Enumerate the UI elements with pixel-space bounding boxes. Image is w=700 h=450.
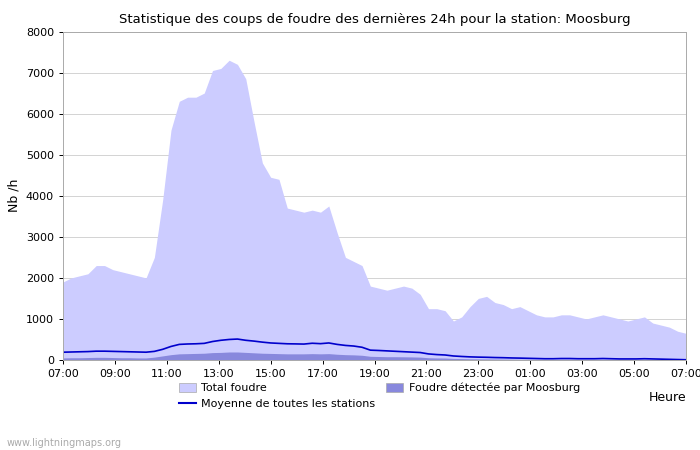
Text: www.lightningmaps.org: www.lightningmaps.org — [7, 438, 122, 448]
Title: Statistique des coups de foudre des dernières 24h pour la station: Moosburg: Statistique des coups de foudre des dern… — [119, 13, 630, 26]
Legend: Total foudre, Moyenne de toutes les stations, Foudre détectée par Moosburg: Total foudre, Moyenne de toutes les stat… — [174, 378, 584, 414]
Text: Heure: Heure — [648, 391, 686, 404]
Y-axis label: Nb /h: Nb /h — [7, 179, 20, 212]
